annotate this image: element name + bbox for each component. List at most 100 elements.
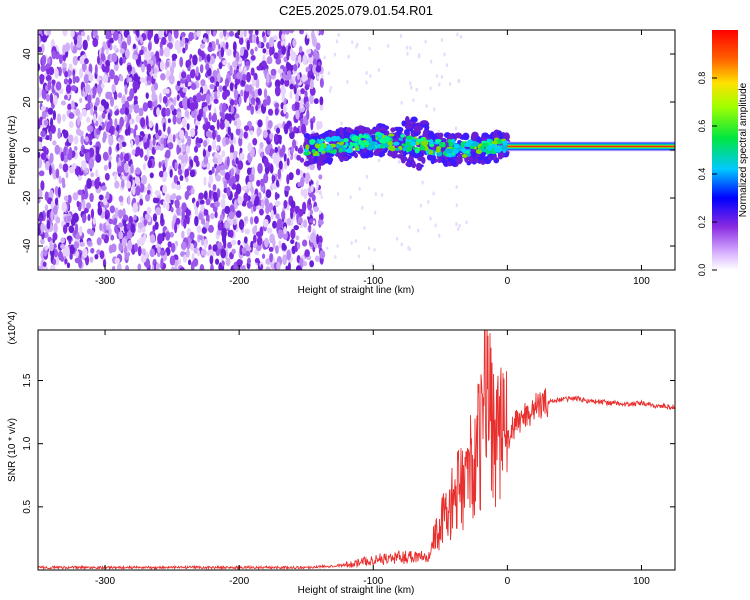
heatmap-cell: [365, 80, 368, 85]
heatmap-cell: [141, 174, 147, 185]
heatmap-cell: [202, 106, 208, 113]
heatmap-cell: [243, 125, 250, 132]
heatmap-cell: [49, 92, 54, 104]
heatmap-cell: [175, 184, 182, 191]
heatmap-cell: [410, 85, 413, 90]
heatmap-cell: [438, 132, 444, 138]
heatmap-cell: [222, 59, 228, 66]
heatmap-cell: [81, 62, 87, 73]
heatmap-cell: [101, 112, 106, 120]
heatmap-cell: [44, 204, 49, 212]
heatmap-cell: [225, 41, 229, 50]
heatmap-cell: [365, 174, 369, 179]
heatmap-cell: [120, 179, 125, 189]
heatmap-cell: [96, 55, 100, 65]
heatmap-cell: [312, 220, 316, 225]
heatmap-cell: [210, 212, 215, 220]
heatmap-cell: [247, 181, 252, 189]
heatmap-cell: [186, 59, 192, 67]
heatmap-cell: [179, 266, 185, 270]
heatmap-cell: [292, 38, 297, 48]
heatmap-cell: [497, 151, 504, 160]
heatmap-cell: [265, 189, 272, 199]
heatmap-cell: [77, 115, 80, 126]
heatmap-cell: [62, 182, 66, 189]
heatmap-cell: [109, 205, 116, 214]
heatmap-cell: [254, 195, 260, 207]
heatmap-cell: [159, 47, 164, 57]
heatmap-cell: [69, 253, 73, 260]
heatmap-cell: [162, 122, 166, 133]
heatmap-cell: [146, 137, 150, 148]
heatmap-cell: [243, 192, 249, 203]
heatmap-cell: [50, 124, 56, 134]
heatmap-cell: [74, 223, 79, 234]
heatmap-cell: [192, 95, 197, 103]
heatmap-cell: [492, 155, 498, 161]
heatmap-cell: [60, 243, 66, 250]
heatmap-cell: [109, 125, 115, 136]
heatmap-cell: [365, 71, 368, 76]
heatmap-cell: [163, 171, 168, 179]
heatmap-cell: [75, 232, 81, 240]
heatmap-cell: [181, 209, 185, 221]
heatmap-cell: [160, 212, 164, 223]
heatmap-cell: [51, 40, 55, 46]
heatmap-cell: [105, 33, 112, 40]
heatmap-cell: [295, 168, 301, 176]
heatmap-cell: [453, 148, 459, 154]
heatmap-cell: [410, 116, 418, 123]
heatmap-cell: [216, 145, 220, 151]
heatmap-cell: [80, 134, 84, 146]
heatmap-cell: [297, 181, 301, 188]
heatmap-cell: [179, 129, 185, 140]
heatmap-cell: [380, 144, 384, 149]
heatmap-cell: [111, 83, 116, 93]
heatmap-cell: [49, 240, 53, 249]
heatmap-cell: [82, 148, 88, 154]
heatmap-cell: [74, 169, 78, 176]
heatmap-cell: [296, 242, 301, 250]
heatmap-cell: [174, 199, 180, 209]
heatmap-cell: [346, 79, 349, 84]
heatmap-cell: [38, 188, 43, 199]
heatmap-cell: [105, 91, 111, 100]
heatmap-cell: [187, 98, 191, 109]
heatmap-cell: [133, 128, 137, 139]
heatmap-cell: [216, 119, 220, 130]
heatmap-cell: [153, 67, 158, 73]
heatmap-cell: [205, 221, 210, 229]
heatmap-cell: [86, 240, 92, 246]
heatmap-cell: [109, 69, 115, 80]
heatmap-cell: [329, 143, 337, 148]
heatmap-cell: [211, 166, 215, 174]
heatmap-cell: [203, 238, 207, 250]
heatmap-cell: [171, 181, 177, 190]
heatmap-y-ticks: -40 -20 0 20 40: [22, 48, 675, 253]
heatmap-cell: [99, 250, 105, 260]
heatmap-cell: [315, 186, 319, 191]
heatmap-cell: [181, 230, 185, 239]
heatmap-cell: [95, 145, 100, 156]
heatmap-cell: [203, 155, 209, 165]
heatmap-cell: [184, 190, 190, 200]
heatmap-cell: [256, 35, 259, 45]
heatmap-cell: [440, 38, 444, 43]
heatmap-cell: [138, 107, 144, 117]
heatmap-cell: [139, 193, 143, 201]
heatmap-cell: [52, 258, 57, 266]
heatmap-cell: [124, 84, 128, 95]
heatmap-cell: [265, 205, 270, 215]
heatmap-cell: [202, 109, 206, 121]
heatmap-cell: [182, 254, 187, 263]
heatmap-cell: [38, 157, 43, 169]
heatmap-cell: [402, 146, 407, 152]
heatmap-cell: [170, 104, 175, 111]
heatmap-cell: [409, 45, 412, 50]
heatmap-cell: [212, 191, 218, 201]
heatmap-cell: [147, 159, 153, 169]
heatmap-cell: [289, 130, 295, 140]
heatmap-cell: [299, 170, 304, 177]
heatmap-cell: [149, 233, 156, 244]
heatmap-cell: [38, 170, 45, 177]
